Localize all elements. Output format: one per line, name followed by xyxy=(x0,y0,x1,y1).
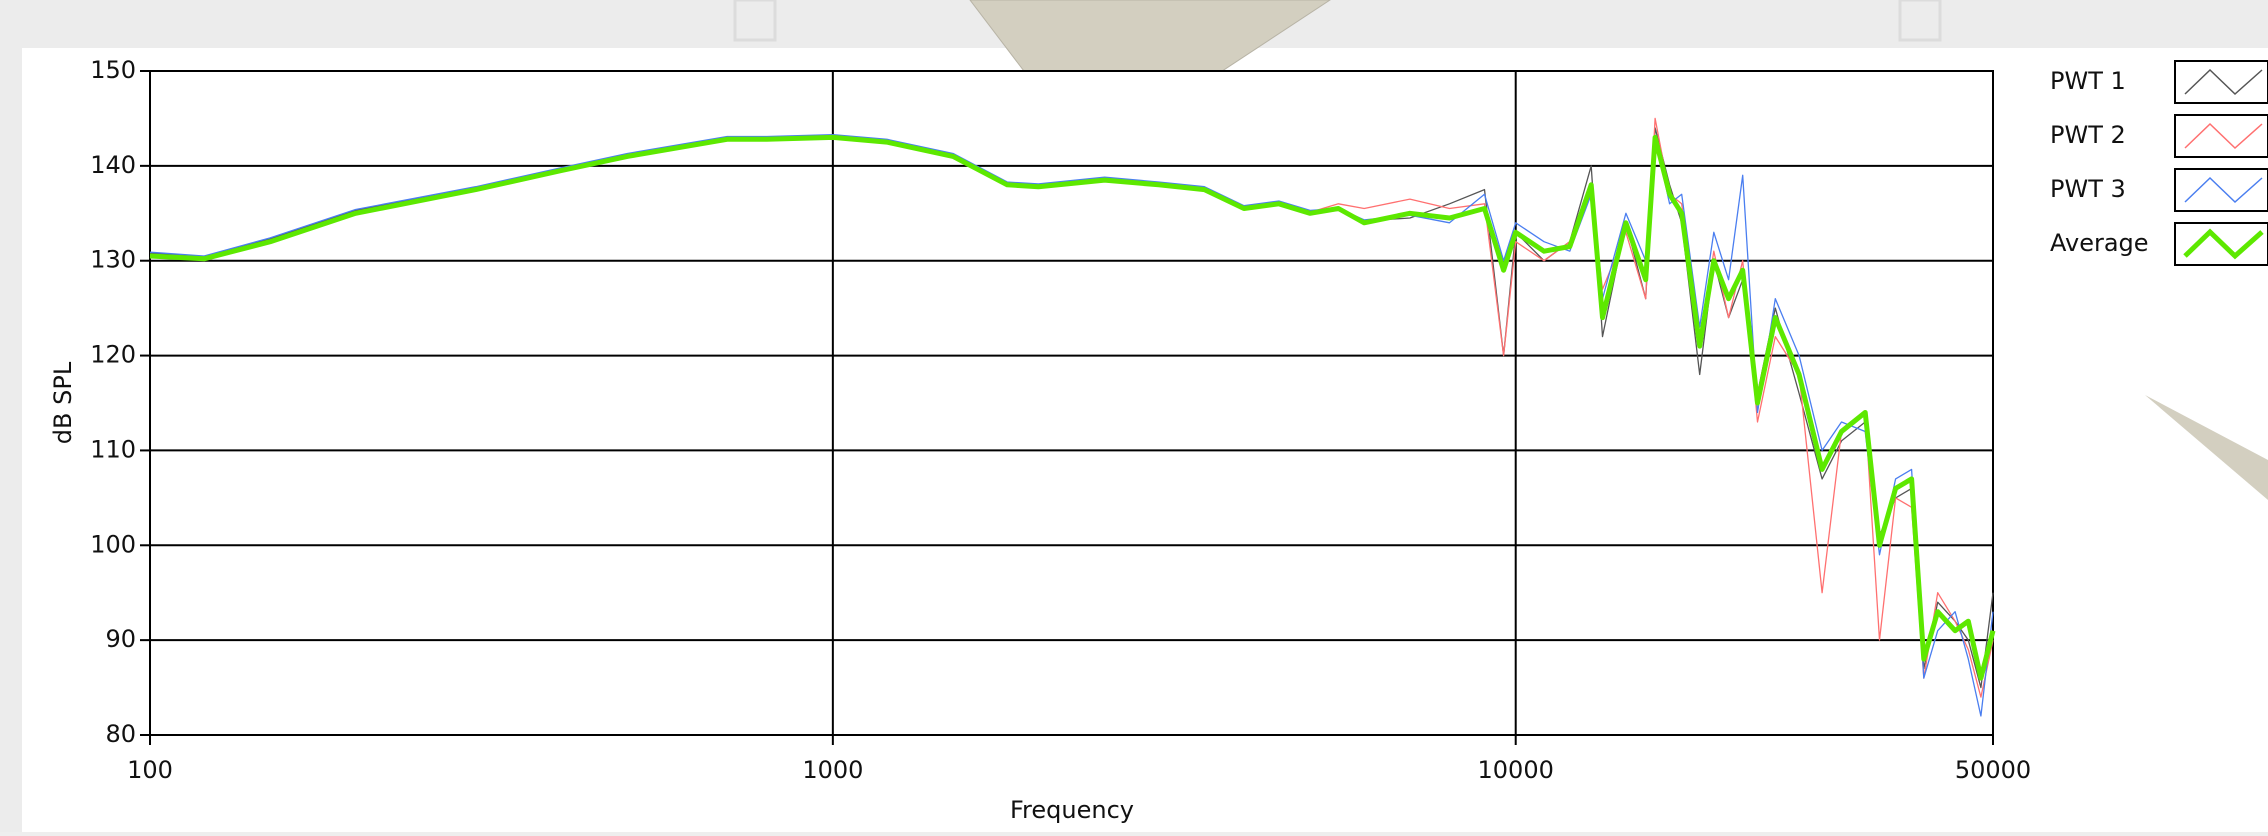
legend-swatch xyxy=(2184,176,2263,204)
legend-swatch xyxy=(2184,68,2263,96)
series-line xyxy=(149,134,1996,681)
legend-label: PWT 1 xyxy=(2050,67,2126,95)
plot-frame xyxy=(149,70,1994,736)
y-tick-label: 90 xyxy=(105,625,136,653)
legend-swatch xyxy=(2184,122,2263,150)
decor-triangle xyxy=(2145,395,2268,500)
x-tick-label: 100 xyxy=(127,756,173,784)
y-tick-label: 130 xyxy=(90,246,136,274)
plot-background xyxy=(150,71,1993,735)
y-tick-label: 140 xyxy=(90,151,136,179)
legend-label: Average xyxy=(2050,229,2149,257)
decor xyxy=(733,0,777,42)
legend-label: PWT 2 xyxy=(2050,121,2126,149)
x-tick-label: 10000 xyxy=(1478,756,1554,784)
x-tick-label: 1000 xyxy=(802,756,863,784)
legend-label: PWT 3 xyxy=(2050,175,2126,203)
x-axis-label: Frequency xyxy=(1010,796,1134,824)
decor xyxy=(1898,0,1942,42)
plot-area: 80 90 100 110 120 130 140 150 100 1000 10000 50000 xyxy=(90,56,2031,784)
y-axis-label: dB SPL xyxy=(49,361,77,444)
y-tick-label: 100 xyxy=(90,530,136,558)
x-tick-label: 50000 xyxy=(1955,756,2031,784)
legend-swatch xyxy=(2183,228,2264,260)
y-tick-label: 80 xyxy=(105,720,136,748)
y-tick-label: 150 xyxy=(90,56,136,84)
y-tick-label: 120 xyxy=(90,341,136,369)
y-tick-label: 110 xyxy=(90,435,136,463)
